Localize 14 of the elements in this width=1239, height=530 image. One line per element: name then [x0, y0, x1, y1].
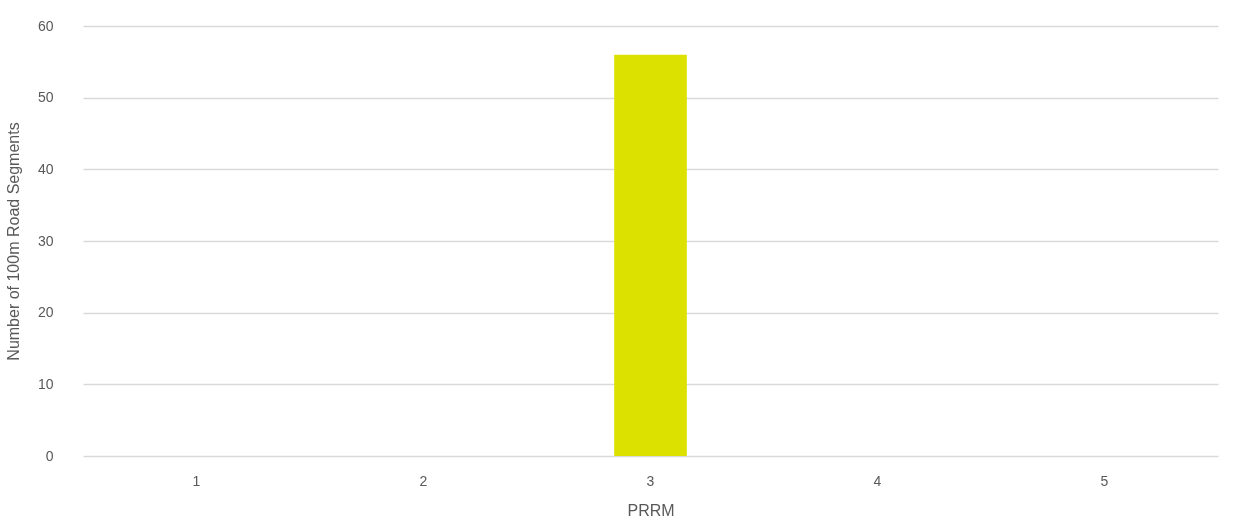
x-tick-label: 2	[419, 472, 428, 489]
y-tick-label: 50	[37, 89, 54, 106]
y-axis-title: Number of 100m Road Segments	[4, 122, 22, 361]
y-tick-label: 30	[37, 232, 54, 249]
y-tick-label: 0	[45, 447, 54, 464]
y-tick-label: 60	[37, 17, 54, 34]
x-tick-label: 1	[192, 472, 201, 489]
y-tick-label: 10	[37, 375, 54, 392]
y-tick-label: 20	[37, 304, 54, 321]
y-tick-label: 40	[37, 160, 54, 177]
x-tick-label: 4	[873, 472, 882, 489]
x-tick-label: 5	[1100, 472, 1109, 489]
x-axis-title: PRRM	[627, 501, 675, 519]
x-tick-label: 3	[646, 472, 655, 489]
